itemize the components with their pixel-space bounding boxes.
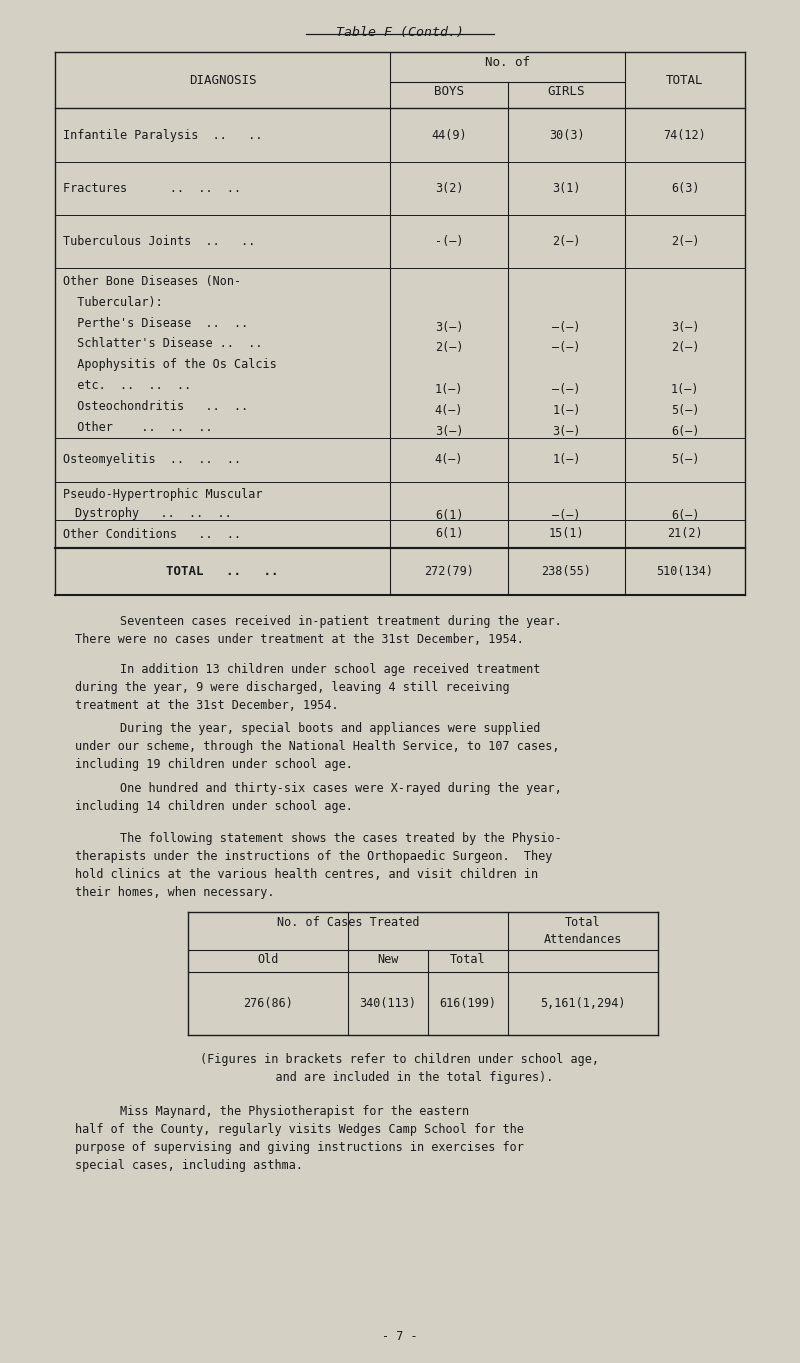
Text: 3(2): 3(2) xyxy=(434,183,463,195)
Text: –(–): –(–) xyxy=(552,383,581,395)
Text: under our scheme, through the National Health Service, to 107 cases,: under our scheme, through the National H… xyxy=(75,740,559,752)
Text: TOTAL: TOTAL xyxy=(666,74,704,86)
Text: 15(1): 15(1) xyxy=(549,527,584,541)
Text: -(–): -(–) xyxy=(434,234,463,248)
Text: –(–): –(–) xyxy=(552,341,581,354)
Text: 1(–): 1(–) xyxy=(434,383,463,395)
Text: half of the County, regularly visits Wedges Camp School for the: half of the County, regularly visits Wed… xyxy=(75,1123,524,1135)
Text: 3(1): 3(1) xyxy=(552,183,581,195)
Text: BOYS: BOYS xyxy=(434,85,464,98)
Text: No. of: No. of xyxy=(485,56,530,70)
Text: –(–): –(–) xyxy=(552,510,581,522)
Text: 340(113): 340(113) xyxy=(359,996,417,1010)
Text: therapists under the instructions of the Orthopaedic Surgeon.  They: therapists under the instructions of the… xyxy=(75,851,552,863)
Text: 2(–): 2(–) xyxy=(670,341,699,354)
Text: etc.  ..  ..  ..: etc. .. .. .. xyxy=(63,379,191,393)
Text: New: New xyxy=(378,953,398,966)
Text: 276(86): 276(86) xyxy=(243,996,293,1010)
Text: 6(–): 6(–) xyxy=(670,424,699,438)
Text: Osteomyelitis  ..  ..  ..: Osteomyelitis .. .. .. xyxy=(63,454,241,466)
Text: Schlatter's Disease ..  ..: Schlatter's Disease .. .. xyxy=(63,338,262,350)
Text: hold clinics at the various health centres, and visit children in: hold clinics at the various health centr… xyxy=(75,868,538,880)
Text: 510(134): 510(134) xyxy=(657,566,714,578)
Text: Pseudo-Hypertrophic Muscular: Pseudo-Hypertrophic Muscular xyxy=(63,488,262,502)
Text: 4(–): 4(–) xyxy=(434,403,463,417)
Text: 3(–): 3(–) xyxy=(670,320,699,334)
Text: Other    ..  ..  ..: Other .. .. .. xyxy=(63,421,213,433)
Text: 2(–): 2(–) xyxy=(552,234,581,248)
Text: There were no cases under treatment at the 31st December, 1954.: There were no cases under treatment at t… xyxy=(75,632,524,646)
Text: Seventeen cases received in-patient treatment during the year.: Seventeen cases received in-patient trea… xyxy=(120,615,562,628)
Text: The following statement shows the cases treated by the Physio-: The following statement shows the cases … xyxy=(120,831,562,845)
Text: Tubercular):: Tubercular): xyxy=(63,296,162,309)
Text: 1(–): 1(–) xyxy=(670,383,699,395)
Text: 3(–): 3(–) xyxy=(552,424,581,438)
Text: 238(55): 238(55) xyxy=(542,566,591,578)
Text: Old: Old xyxy=(258,953,278,966)
Text: 1(–): 1(–) xyxy=(552,454,581,466)
Text: During the year, special boots and appliances were supplied: During the year, special boots and appli… xyxy=(120,722,540,735)
Text: 74(12): 74(12) xyxy=(664,128,706,142)
Text: 1(–): 1(–) xyxy=(552,403,581,417)
Text: purpose of supervising and giving instructions in exercises for: purpose of supervising and giving instru… xyxy=(75,1141,524,1154)
Text: 6(3): 6(3) xyxy=(670,183,699,195)
Text: during the year, 9 were discharged, leaving 4 still receiving: during the year, 9 were discharged, leav… xyxy=(75,682,510,694)
Text: 5,161(1,294): 5,161(1,294) xyxy=(540,996,626,1010)
Text: Osteochondritis   ..  ..: Osteochondritis .. .. xyxy=(63,399,248,413)
Text: TOTAL   ..   ..: TOTAL .. .. xyxy=(166,566,278,578)
Text: 30(3): 30(3) xyxy=(549,128,584,142)
Text: 3(–): 3(–) xyxy=(434,320,463,334)
Text: - 7 -: - 7 - xyxy=(382,1330,418,1343)
Text: and are included in the total figures).: and are included in the total figures). xyxy=(247,1071,553,1084)
Text: –(–): –(–) xyxy=(552,320,581,334)
Text: 21(2): 21(2) xyxy=(667,527,703,541)
Text: In addition 13 children under school age received treatment: In addition 13 children under school age… xyxy=(120,662,540,676)
Text: 4(–): 4(–) xyxy=(434,454,463,466)
Text: 2(–): 2(–) xyxy=(670,234,699,248)
Text: Other Conditions   ..  ..: Other Conditions .. .. xyxy=(63,527,241,541)
Text: (Figures in brackets refer to children under school age,: (Figures in brackets refer to children u… xyxy=(201,1054,599,1066)
Text: Miss Maynard, the Physiotherapist for the eastern: Miss Maynard, the Physiotherapist for th… xyxy=(120,1105,469,1118)
Text: Total: Total xyxy=(450,953,486,966)
Text: treatment at the 31st December, 1954.: treatment at the 31st December, 1954. xyxy=(75,699,338,711)
Text: Perthe's Disease  ..  ..: Perthe's Disease .. .. xyxy=(63,316,248,330)
Text: including 14 children under school age.: including 14 children under school age. xyxy=(75,800,353,812)
Text: Total
Attendances: Total Attendances xyxy=(544,916,622,946)
Text: Other Bone Diseases (Non-: Other Bone Diseases (Non- xyxy=(63,275,241,288)
Text: 272(79): 272(79) xyxy=(424,566,474,578)
Text: 6(1): 6(1) xyxy=(434,527,463,541)
Text: Apophysitis of the Os Calcis: Apophysitis of the Os Calcis xyxy=(63,358,277,371)
Text: DIAGNOSIS: DIAGNOSIS xyxy=(189,74,256,86)
Text: including 19 children under school age.: including 19 children under school age. xyxy=(75,758,353,771)
Text: 6(1): 6(1) xyxy=(434,510,463,522)
Text: No. of Cases Treated: No. of Cases Treated xyxy=(277,916,419,930)
Text: 3(–): 3(–) xyxy=(434,424,463,438)
Text: special cases, including asthma.: special cases, including asthma. xyxy=(75,1159,303,1172)
Text: Fractures      ..  ..  ..: Fractures .. .. .. xyxy=(63,183,241,195)
Text: 44(9): 44(9) xyxy=(431,128,467,142)
Text: Infantile Paralysis  ..   ..: Infantile Paralysis .. .. xyxy=(63,128,262,142)
Text: Tuberculous Joints  ..   ..: Tuberculous Joints .. .. xyxy=(63,234,255,248)
Text: Dystrophy   ..  ..  ..: Dystrophy .. .. .. xyxy=(75,507,232,521)
Text: 616(199): 616(199) xyxy=(439,996,497,1010)
Text: 6(–): 6(–) xyxy=(670,510,699,522)
Text: their homes, when necessary.: their homes, when necessary. xyxy=(75,886,274,900)
Text: Table F (Contd.): Table F (Contd.) xyxy=(336,26,464,40)
Text: 5(–): 5(–) xyxy=(670,454,699,466)
Text: GIRLS: GIRLS xyxy=(548,85,586,98)
Text: 2(–): 2(–) xyxy=(434,341,463,354)
Text: One hundred and thirty-six cases were X-rayed during the year,: One hundred and thirty-six cases were X-… xyxy=(120,782,562,795)
Text: 5(–): 5(–) xyxy=(670,403,699,417)
